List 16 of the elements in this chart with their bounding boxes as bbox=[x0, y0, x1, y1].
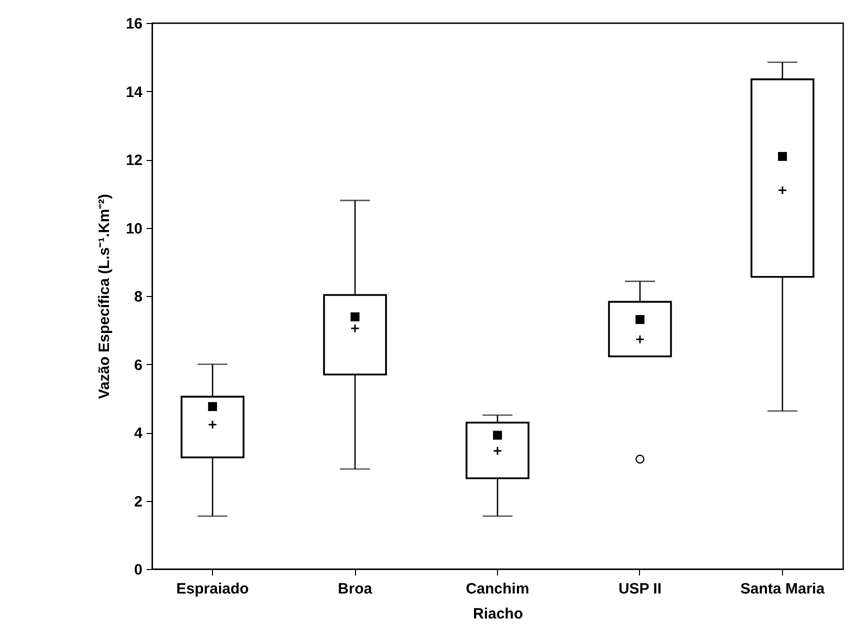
y-tick-label: 12 bbox=[126, 152, 142, 169]
y-tick-label: 10 bbox=[126, 220, 142, 238]
x-tick-label: USP II bbox=[618, 580, 662, 598]
y-tick-label: 14 bbox=[126, 84, 144, 101]
y-tick-label: 8 bbox=[134, 288, 142, 306]
x-tick-label: Canchim bbox=[466, 580, 530, 598]
y-tick-label: 4 bbox=[134, 425, 144, 442]
y-tick-label: 16 bbox=[126, 16, 142, 32]
y-tick-label: 6 bbox=[134, 356, 142, 374]
x-axis-title: Riacho bbox=[472, 606, 524, 622]
y-tick-label: 2 bbox=[134, 493, 142, 510]
y-axis-title: Vazão Específica (L.s⁻¹.Km⁻²) bbox=[96, 194, 113, 400]
x-tick-label: Broa bbox=[338, 580, 373, 598]
x-tick-label: Santa Maria bbox=[740, 580, 826, 598]
x-tick-label: Espraiado bbox=[176, 580, 249, 598]
y-tick-label: 0 bbox=[134, 562, 142, 578]
